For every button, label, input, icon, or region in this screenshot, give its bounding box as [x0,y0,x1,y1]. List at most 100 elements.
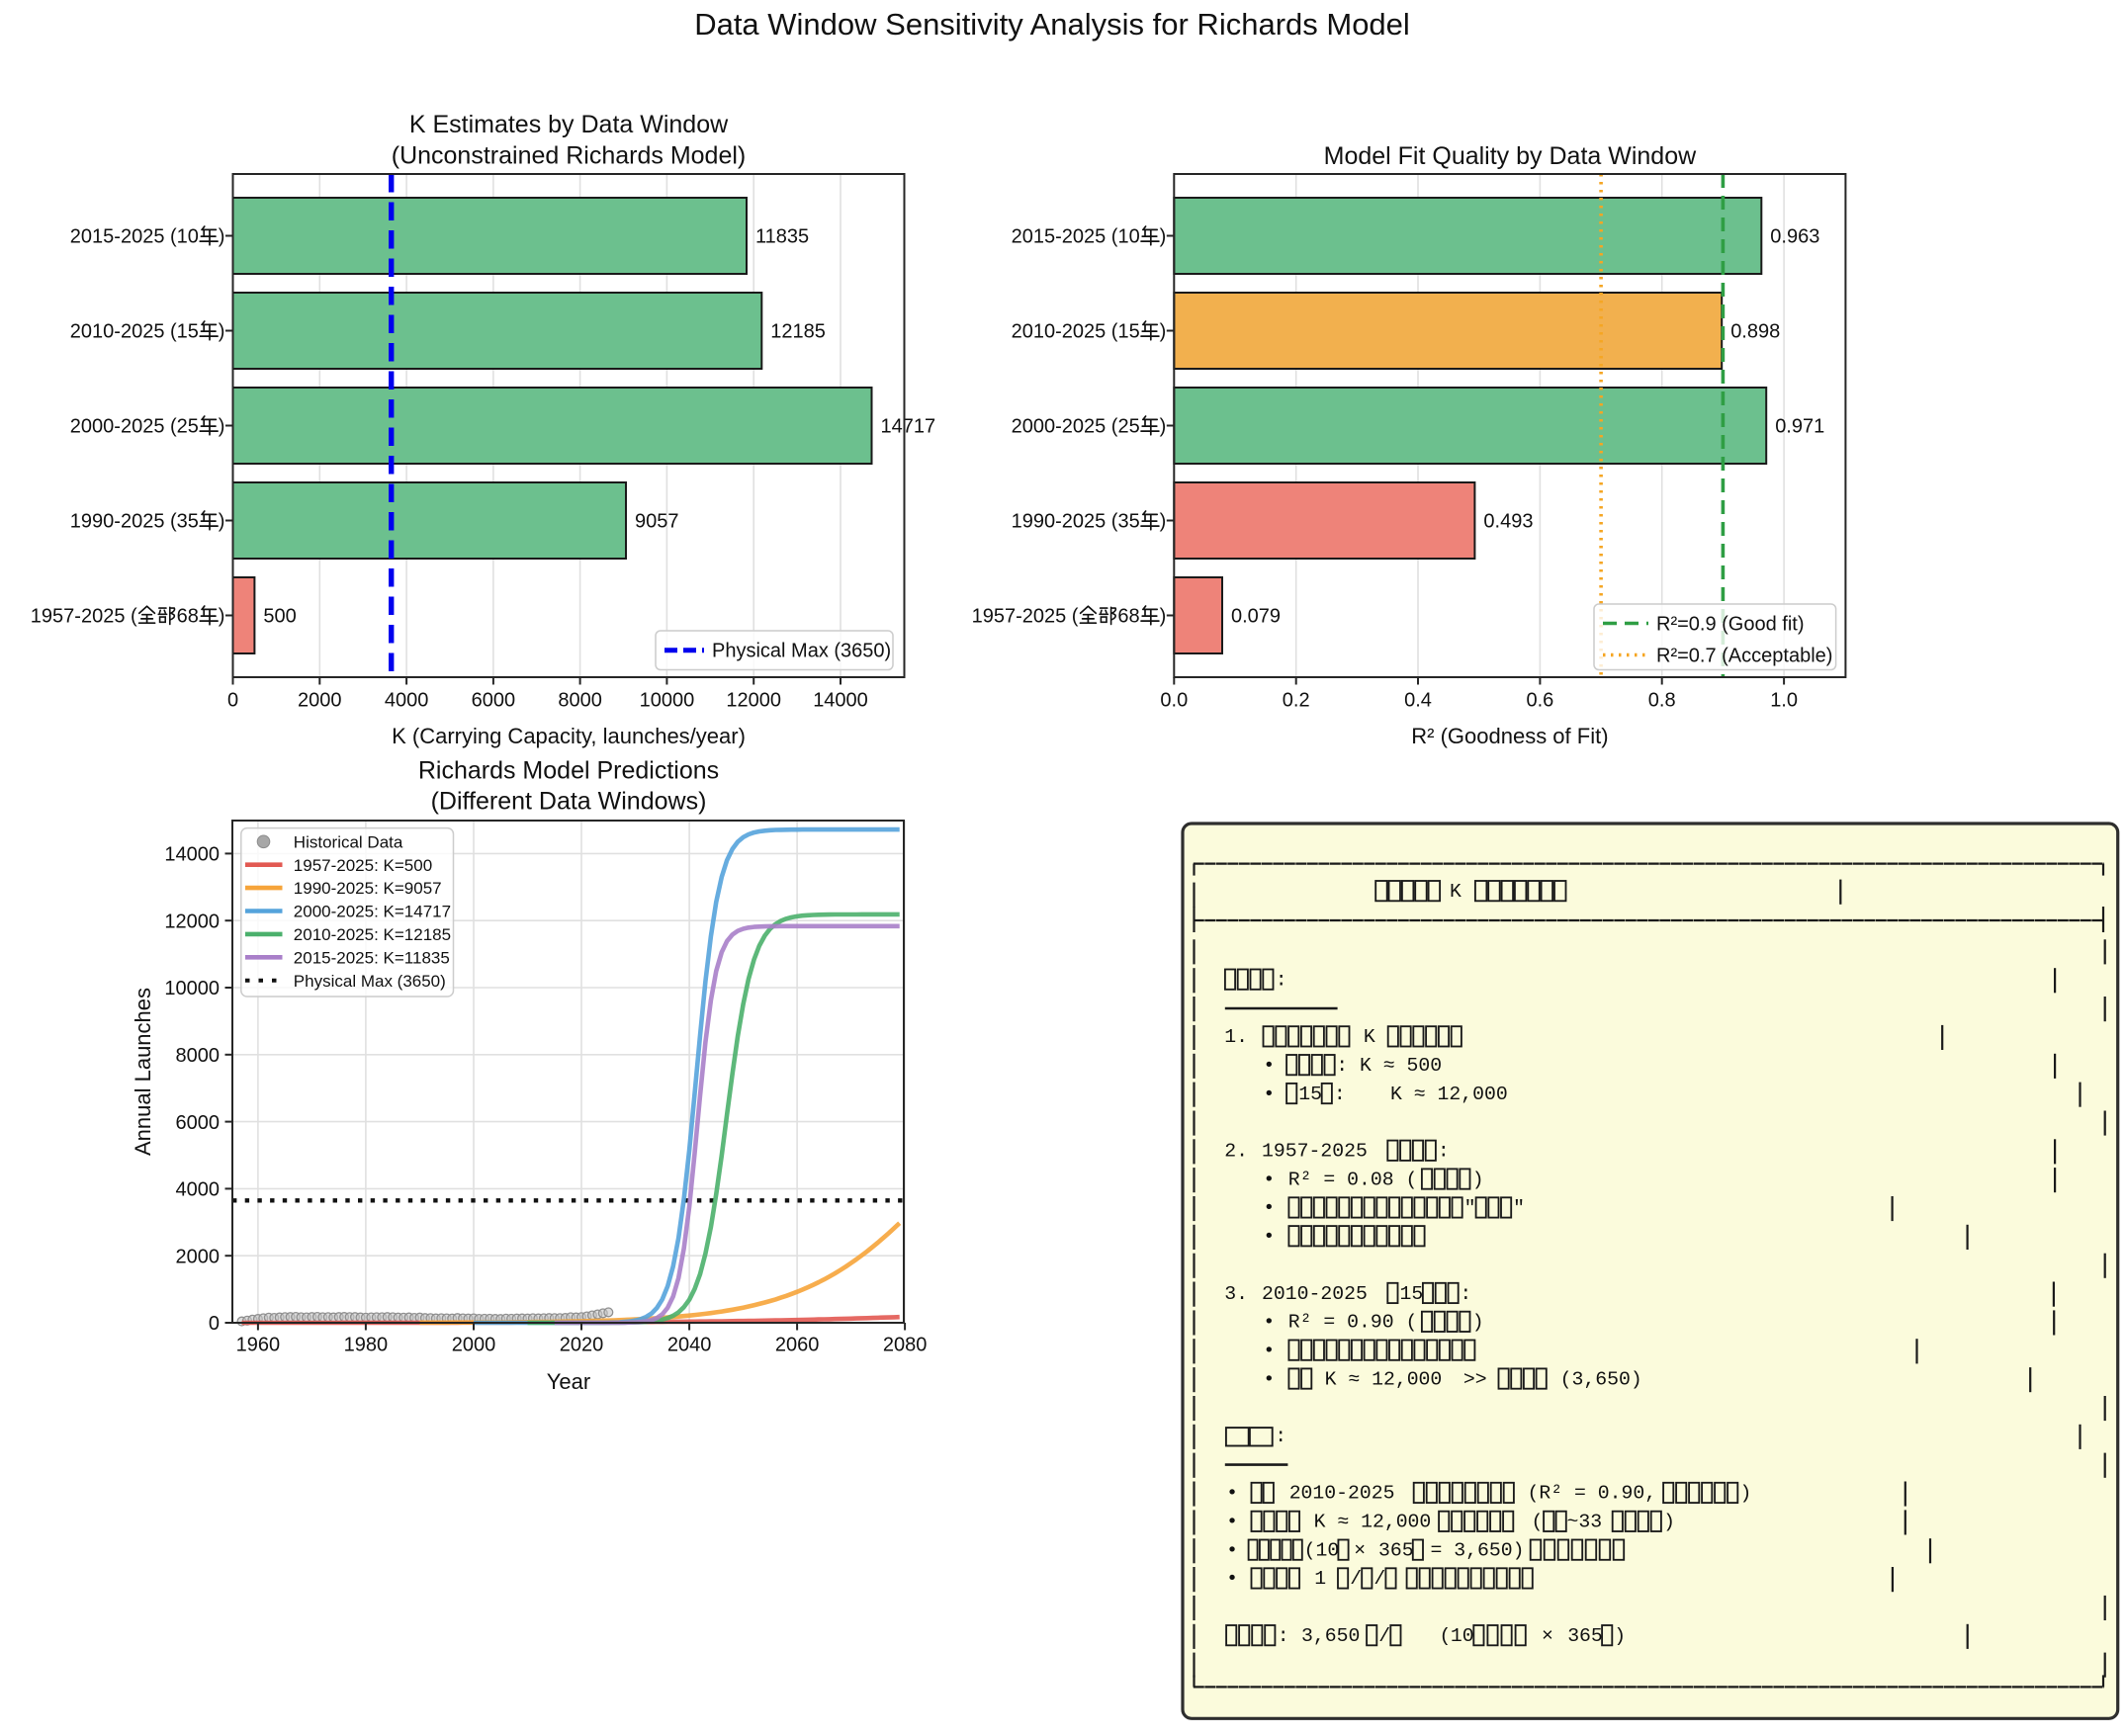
svg-text:Annual Launches: Annual Launches [131,988,155,1156]
svg-text:): ) [1160,511,1167,533]
svg-text:•: • [1263,1197,1275,1219]
svg-text:2080: 2080 [883,1335,928,1356]
svg-text:10000: 10000 [164,978,220,999]
svg-text:•: • [1263,1055,1275,1077]
svg-text:2015-2025: K=11835: 2015-2025: K=11835 [294,948,450,967]
svg-text:R²=0.7 (Acceptable): R²=0.7 (Acceptable) [1656,646,1832,667]
svg-text:(Different Data Windows): (Different Data Windows) [431,788,707,816]
svg-text:2010-2025: 2010-2025 [1262,1283,1368,1305]
svg-text:Year: Year [547,1369,590,1394]
svg-text:2000: 2000 [298,690,342,712]
svg-text:= 3,650): = 3,650) [1431,1539,1525,1561]
svg-text:Richards Model Predictions: Richards Model Predictions [418,757,719,785]
svg-text:1980: 1980 [344,1335,389,1356]
svg-text:0.8: 0.8 [1648,690,1676,712]
svg-text:12185: 12185 [770,321,826,343]
svg-text:K: K [1364,1026,1375,1048]
svg-text:365: 365 [1378,1539,1414,1561]
svg-text::: : [1275,1426,1286,1447]
svg-text:): ) [219,226,225,248]
svg-text:2010-2025: K=12185: 2010-2025: K=12185 [294,925,451,944]
svg-text:×: × [1354,1539,1366,1561]
svg-text:2010-2025 (15: 2010-2025 (15 [70,321,199,343]
svg-text:2020: 2020 [560,1335,604,1356]
svg-text:•: • [1226,1512,1238,1533]
svg-text::: : [1438,1141,1450,1163]
svg-text:): ) [219,606,225,628]
svg-text:): ) [219,416,225,438]
svg-text:): ) [219,511,225,533]
svg-text:×: × [1542,1625,1553,1647]
svg-text:): ) [1472,1169,1484,1190]
svg-text:2000-2025 (25: 2000-2025 (25 [1012,416,1140,438]
svg-text:2000-2025: K=14717: 2000-2025: K=14717 [294,903,451,921]
svg-text:K (Carrying Capacity, launches: K (Carrying Capacity, launches/year) [392,724,746,748]
svg-text:•: • [1226,1568,1238,1590]
svg-text:365: 365 [1567,1625,1603,1647]
svg-text:): ) [219,321,225,343]
svg-text:R² (Goodness of Fit): R² (Goodness of Fit) [1411,724,1608,748]
svg-text:12000: 12000 [726,690,781,712]
svg-text:0.898: 0.898 [1730,321,1780,343]
svg-text:3,650: 3,650 [1301,1625,1360,1647]
svg-text:": " [1513,1197,1525,1219]
svg-text:•: • [1226,1539,1238,1561]
svg-text:68: 68 [177,606,199,628]
svg-text:>>: >> [1463,1368,1487,1390]
svg-text:6000: 6000 [472,690,516,712]
svg-text:12000: 12000 [164,911,220,932]
svg-text:0.0: 0.0 [1160,690,1188,712]
svg-text:0: 0 [209,1313,220,1335]
svg-text:0.493: 0.493 [1483,511,1533,533]
svg-text:11835: 11835 [755,226,809,248]
svg-text:(Unconstrained Richards Model): (Unconstrained Richards Model) [392,142,746,170]
svg-text::: : [1460,1283,1471,1305]
svg-text:68: 68 [1117,606,1139,628]
svg-text:14000: 14000 [164,844,220,866]
svg-text:): ) [1160,416,1167,438]
svg-text:9057: 9057 [635,511,679,533]
svg-text:•: • [1226,1483,1238,1505]
svg-text:2015-2025 (10: 2015-2025 (10 [70,226,199,248]
svg-text:/: / [1378,1625,1390,1647]
svg-text:K ≈ 12,000: K ≈ 12,000 [1314,1512,1432,1533]
svg-text:": " [1464,1197,1476,1219]
svg-text:2060: 2060 [775,1335,820,1356]
svg-text:6000: 6000 [176,1112,221,1134]
svg-text:): ) [1740,1483,1752,1505]
svg-text:15: 15 [1400,1283,1424,1305]
svg-text:(10: (10 [1304,1539,1340,1561]
svg-text:2015-2025 (10: 2015-2025 (10 [1012,226,1140,248]
svg-text:•: • [1263,1368,1275,1390]
svg-text:1990-2025 (35: 1990-2025 (35 [70,511,199,533]
svg-text:1957-2025: K=500: 1957-2025: K=500 [294,856,432,875]
svg-text:10000: 10000 [640,690,695,712]
svg-text:2000: 2000 [176,1246,221,1267]
svg-text:8000: 8000 [558,690,602,712]
svg-text:•: • [1263,1312,1275,1334]
svg-text:K ≈ 12,000: K ≈ 12,000 [1390,1084,1508,1105]
svg-text:0.2: 0.2 [1283,690,1310,712]
svg-text:R² = 0.08 (: R² = 0.08 ( [1288,1169,1418,1190]
svg-text:1957-2025 (: 1957-2025 ( [31,606,137,628]
svg-text:2.: 2. [1224,1141,1248,1163]
svg-text:): ) [1160,226,1167,248]
svg-text:1990-2025: K=9057: 1990-2025: K=9057 [294,879,442,898]
svg-text:R² = 0.90 (: R² = 0.90 ( [1288,1312,1418,1334]
svg-text:14000: 14000 [813,690,868,712]
svg-text:0: 0 [227,690,238,712]
svg-text:15: 15 [1298,1084,1322,1105]
svg-text:: K ≈ 500: : K ≈ 500 [1336,1055,1442,1077]
svg-text:): ) [1160,606,1167,628]
svg-text:Historical Data: Historical Data [294,832,403,851]
svg-text:0.079: 0.079 [1231,606,1281,628]
svg-text::: : [1278,1625,1289,1647]
svg-text:10: 10 [1451,1625,1474,1647]
svg-text:3.: 3. [1224,1283,1248,1305]
svg-text:1990-2025 (35: 1990-2025 (35 [1012,511,1140,533]
svg-text:/: / [1350,1568,1362,1590]
svg-text:0.6: 0.6 [1526,690,1553,712]
svg-text:K Estimates by Data Window: K Estimates by Data Window [409,111,729,138]
svg-text:1957-2025: 1957-2025 [1262,1141,1368,1163]
svg-text::: : [1334,1084,1346,1105]
